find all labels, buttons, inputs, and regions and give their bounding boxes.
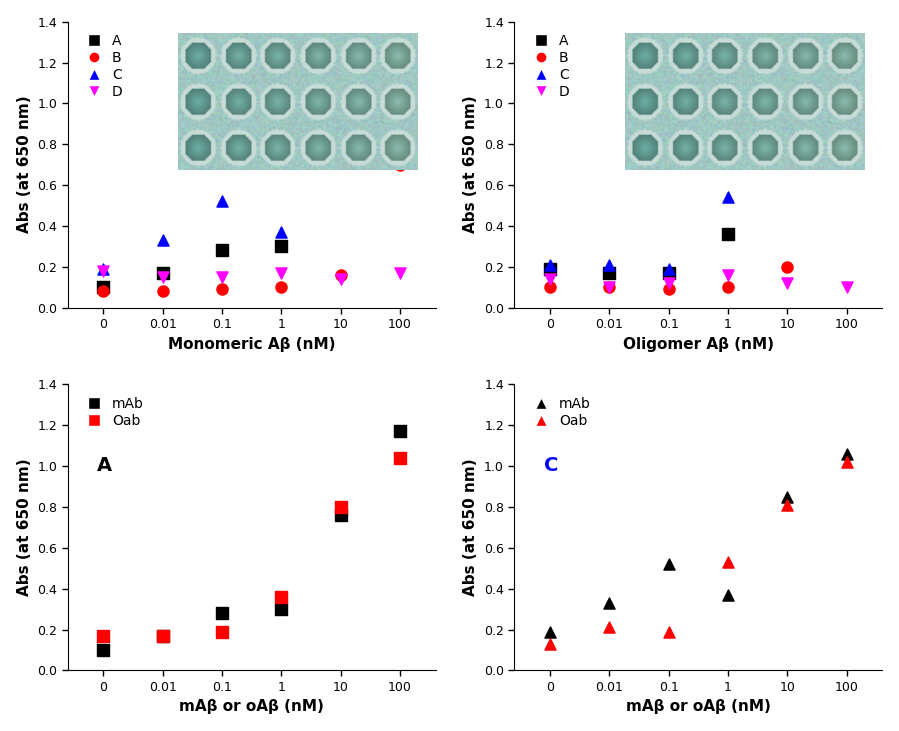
Point (215, 245, 229, 257)
Point (840, 89, 854, 101)
Point (780, 138, 795, 150)
Point (274, 591, 289, 602)
Point (334, 273, 348, 285)
Point (721, 228, 735, 240)
Point (393, 86, 407, 97)
Text: A: A (97, 456, 112, 475)
Point (543, 273, 557, 285)
Point (274, 267, 289, 279)
Point (543, 263, 557, 275)
Point (662, 263, 676, 275)
Point (602, 597, 617, 609)
Point (156, 630, 170, 642)
Point (721, 556, 735, 568)
Point (840, 281, 854, 293)
Legend: mAb, Oab: mAb, Oab (75, 391, 149, 433)
Point (721, 281, 735, 293)
Point (662, 267, 676, 279)
Point (662, 277, 676, 289)
Point (274, 240, 289, 252)
Point (840, 456, 854, 468)
Text: C: C (544, 456, 558, 475)
Point (334, 269, 348, 281)
Y-axis label: Abs (at 650 nm): Abs (at 650 nm) (17, 458, 31, 596)
Legend: A, B, C, D: A, B, C, D (521, 29, 575, 104)
Point (215, 196, 229, 208)
Point (96, 281, 111, 293)
Point (721, 192, 735, 203)
Point (334, 126, 348, 138)
Point (334, 510, 348, 521)
Point (840, 94, 854, 105)
Point (602, 267, 617, 279)
Point (393, 425, 407, 437)
Point (602, 259, 617, 270)
Point (662, 626, 676, 637)
Y-axis label: Abs (at 650 nm): Abs (at 650 nm) (463, 96, 478, 233)
Point (393, 159, 407, 170)
Point (602, 621, 617, 633)
Point (780, 491, 795, 503)
Legend: A, B, C, D: A, B, C, D (75, 29, 129, 104)
Point (721, 269, 735, 281)
Point (96, 263, 111, 275)
Point (156, 630, 170, 642)
Point (602, 281, 617, 293)
X-axis label: Oligomer Aβ (nM): Oligomer Aβ (nM) (623, 336, 774, 352)
X-axis label: Monomeric Aβ (nM): Monomeric Aβ (nM) (168, 336, 335, 352)
Point (96, 630, 111, 642)
Point (156, 235, 170, 246)
Point (274, 226, 289, 238)
Point (96, 285, 111, 297)
X-axis label: mAβ or oAβ (nM): mAβ or oAβ (nM) (179, 700, 324, 714)
Point (156, 271, 170, 283)
Point (156, 285, 170, 297)
Point (543, 281, 557, 293)
Point (215, 271, 229, 283)
Point (602, 281, 617, 293)
Point (215, 607, 229, 619)
X-axis label: mAβ or oAβ (nM): mAβ or oAβ (nM) (626, 700, 770, 714)
Point (543, 259, 557, 270)
Point (543, 638, 557, 650)
Point (840, 148, 854, 160)
Point (215, 626, 229, 637)
Y-axis label: Abs (at 650 nm): Abs (at 650 nm) (17, 96, 31, 233)
Point (274, 281, 289, 293)
Point (334, 148, 348, 160)
Point (840, 448, 854, 460)
Legend: mAb, Oab: mAb, Oab (521, 391, 596, 433)
Point (780, 499, 795, 511)
Point (96, 644, 111, 656)
Point (780, 261, 795, 273)
Point (780, 277, 795, 289)
Point (334, 501, 348, 512)
Point (662, 558, 676, 570)
Point (393, 452, 407, 463)
Point (156, 267, 170, 279)
Point (662, 284, 676, 295)
Point (780, 137, 795, 148)
Y-axis label: Abs (at 650 nm): Abs (at 650 nm) (463, 458, 478, 596)
Point (274, 603, 289, 615)
Point (215, 284, 229, 295)
Point (96, 265, 111, 277)
Point (393, 63, 407, 75)
Point (543, 626, 557, 637)
Point (393, 267, 407, 279)
Point (721, 589, 735, 601)
